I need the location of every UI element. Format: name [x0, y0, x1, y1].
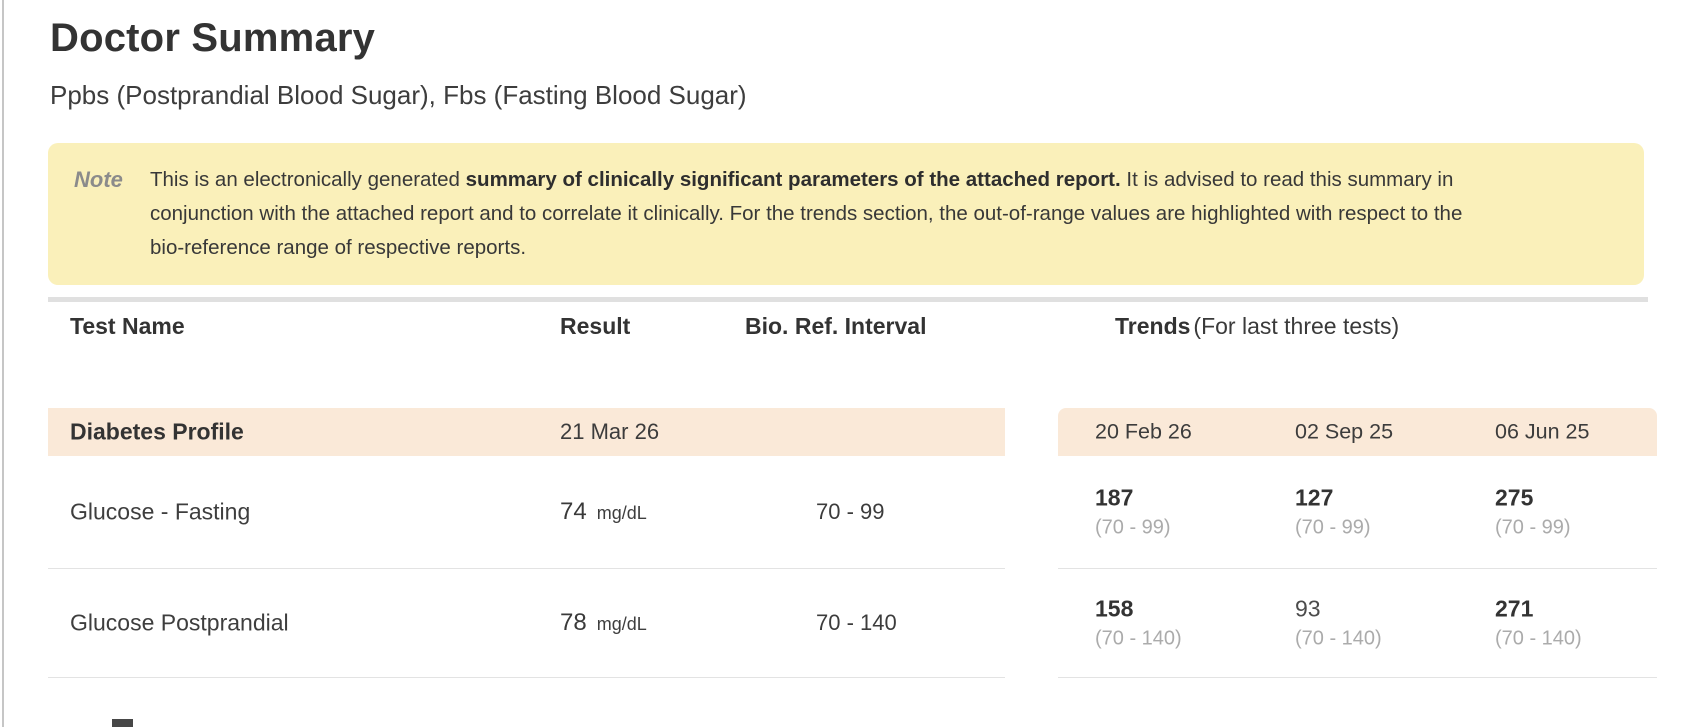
trend-dates-row: 20 Feb 26 02 Sep 25 06 Jun 25 [1058, 408, 1657, 456]
column-header-test-name: Test Name [70, 313, 185, 339]
result-unit: mg/dL [596, 503, 647, 523]
trend-value: 93 [1295, 595, 1321, 622]
profile-name: Diabetes Profile [70, 418, 244, 445]
test-name: Glucose Postprandial [70, 609, 289, 636]
profile-header-row: Diabetes Profile 21 Mar 26 [48, 408, 1005, 456]
test-name: Glucose - Fasting [70, 498, 251, 525]
bio-ref-interval: 70 - 140 [816, 610, 897, 635]
column-header-bio-ref-interval: Bio. Ref. Interval [745, 313, 927, 339]
trend-cell: 275 (70 - 99) [1495, 485, 1571, 540]
trend-range: (70 - 99) [1095, 516, 1171, 539]
column-header-trends: Trends (For last three tests) [1115, 313, 1399, 340]
result-unit: mg/dL [596, 614, 647, 634]
page-title: Doctor Summary [50, 16, 376, 60]
bio-ref-interval: 70 - 99 [816, 499, 885, 524]
trend-value: 271 [1495, 595, 1534, 622]
note-box: Note This is an electronically generated… [48, 143, 1644, 285]
trend-range: (70 - 99) [1495, 516, 1571, 539]
table-row-glucose-fasting: Glucose - Fasting 74 mg/dL 70 - 99 [48, 456, 1005, 569]
result-group: 78 mg/dL [560, 609, 647, 637]
trend-value: 158 [1095, 595, 1134, 622]
trend-row-glucose-fasting: 187 (70 - 99) 127 (70 - 99) 275 (70 - 99… [1058, 456, 1657, 569]
trend-range: (70 - 140) [1095, 627, 1182, 650]
trend-value: 187 [1095, 484, 1134, 511]
trend-value: 127 [1295, 484, 1334, 511]
trend-cell: 93 (70 - 140) [1295, 596, 1382, 651]
trend-cell: 187 (70 - 99) [1095, 485, 1171, 540]
result-value: 74 [560, 498, 587, 525]
trend-value: 275 [1495, 484, 1534, 511]
trend-row-glucose-postprandial: 158 (70 - 140) 93 (70 - 140) 271 (70 - 1… [1058, 569, 1657, 678]
result-group: 74 mg/dL [560, 498, 647, 526]
note-text-bold: summary of clinically significant parame… [465, 168, 1121, 191]
note-text-pre: This is an electronically generated [150, 168, 466, 191]
trend-range: (70 - 99) [1295, 516, 1371, 539]
trend-cell: 127 (70 - 99) [1295, 485, 1371, 540]
profile-report-date: 21 Mar 26 [560, 419, 660, 444]
column-header-result: Result [560, 313, 631, 339]
note-label: Note [74, 167, 123, 192]
cutoff-content-artifact [112, 719, 133, 727]
note-text: This is an electronically generated summ… [150, 163, 1490, 265]
trend-date-2: 02 Sep 25 [1295, 419, 1394, 444]
trend-range: (70 - 140) [1295, 627, 1382, 650]
table-row-glucose-postprandial: Glucose Postprandial 78 mg/dL 70 - 140 [48, 569, 1005, 678]
page-subtitle: Ppbs (Postprandial Blood Sugar), Fbs (Fa… [50, 80, 747, 110]
trend-date-3: 06 Jun 25 [1495, 419, 1590, 444]
trends-sublabel: (For last three tests) [1193, 313, 1400, 339]
trend-cell: 158 (70 - 140) [1095, 596, 1182, 651]
result-value: 78 [560, 609, 587, 636]
section-divider [48, 297, 1648, 302]
page-left-border [2, 0, 4, 727]
trends-label: Trends [1115, 313, 1191, 339]
trend-date-1: 20 Feb 26 [1095, 419, 1192, 444]
trend-cell: 271 (70 - 140) [1495, 596, 1582, 651]
trend-range: (70 - 140) [1495, 627, 1582, 650]
note-text-post: It is advised to read this summary in co… [150, 168, 1463, 259]
